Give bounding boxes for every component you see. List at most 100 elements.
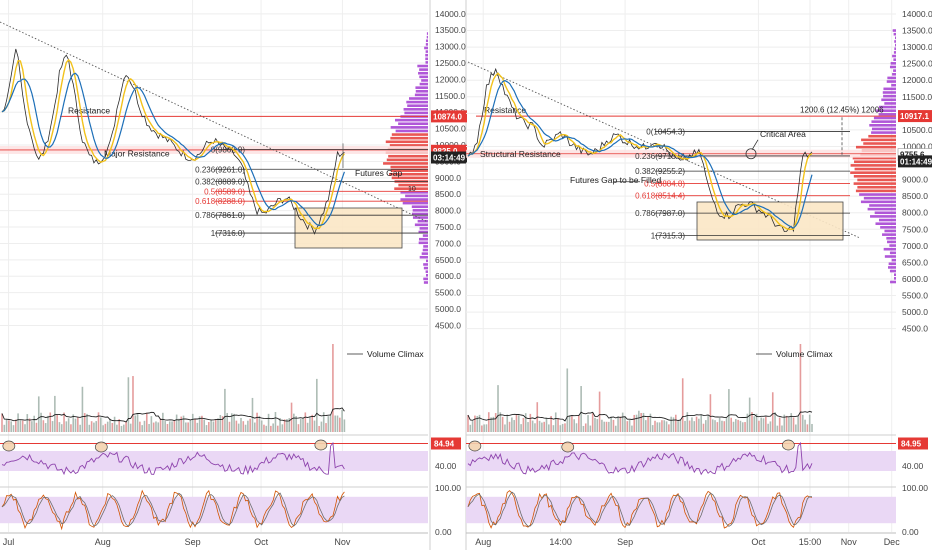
volume-bar — [67, 418, 70, 432]
y-tick-label: 4500.0 — [902, 324, 928, 334]
volume-bar — [561, 423, 564, 432]
volume-bar — [88, 424, 91, 432]
volume-profile-bar — [855, 189, 896, 193]
volume-bar — [90, 421, 93, 432]
y-tick-label: 8500.0 — [435, 189, 461, 199]
volume-bar — [767, 423, 769, 432]
volume-profile-bar — [402, 201, 428, 205]
measure-label: 1200.6 (12.45%) 12006 — [800, 106, 884, 115]
volume-profile-bar — [391, 176, 428, 180]
volume-bar — [12, 425, 15, 432]
volume-bar — [283, 419, 286, 432]
price-badge — [431, 151, 467, 164]
volume-profile-bar — [889, 269, 896, 273]
fib-level-label: 1(7316.0) — [211, 229, 246, 238]
volume-bar — [187, 422, 189, 432]
volume-bar — [173, 420, 176, 432]
x-tick-label: Aug — [95, 537, 111, 547]
volume-bar — [494, 413, 497, 432]
volume-profile-bar — [419, 75, 428, 79]
volume-bar — [619, 416, 622, 432]
volume-bar — [769, 421, 772, 432]
fib-level-label: 0(10454.3) — [646, 127, 685, 136]
volume-profile-bar — [404, 111, 428, 115]
volume-profile-bar — [390, 169, 428, 172]
volume-bar — [28, 418, 31, 432]
volume-bar — [302, 417, 304, 432]
volume-bar — [116, 424, 118, 432]
volume-bar — [651, 425, 654, 432]
volume-profile-bar — [883, 94, 896, 98]
volume-profile-bar — [426, 273, 428, 277]
fib-level-label: 0.382(9255.2) — [635, 167, 685, 176]
volume-profile-bar — [390, 126, 428, 129]
volume-bar — [735, 419, 737, 432]
volume-profile-bar — [867, 207, 896, 211]
y-tick-label: 5500.0 — [902, 291, 928, 301]
price-series-line — [1, 48, 345, 235]
volume-bar — [334, 415, 337, 432]
fib-level-label: 0(9862.9) — [211, 146, 246, 155]
volume-bar — [293, 413, 295, 432]
volume-profile-bar — [419, 82, 428, 86]
y-tick-label: 6000.0 — [902, 274, 928, 284]
volume-bar — [145, 412, 148, 432]
x-tick-label: Aug — [475, 537, 491, 547]
volume-bar — [591, 413, 594, 432]
volume-profile-bar — [869, 123, 896, 127]
volume-bar — [661, 420, 663, 432]
volume-profile-bar — [398, 122, 428, 126]
volume-bar — [647, 416, 649, 432]
volume-bar — [208, 422, 210, 432]
volume-bar — [93, 422, 95, 432]
volume-bar — [601, 419, 603, 432]
volume-profile-bar — [893, 58, 896, 61]
volume-profile-bar — [863, 196, 896, 200]
rsi-highlight-circle — [94, 441, 108, 453]
y-tick-label: 12500.0 — [902, 59, 932, 69]
volume-bar — [95, 421, 98, 432]
volume-bar — [136, 413, 139, 432]
volume-profile-bar — [417, 219, 428, 223]
volume-profile-bar — [419, 68, 428, 71]
volume-bar — [102, 425, 104, 432]
price-badge-label: 9755.6 — [900, 151, 925, 160]
volume-bar — [596, 419, 599, 432]
volume-bar — [545, 417, 548, 432]
volume-profile-bar — [423, 281, 428, 284]
volume-profile-bar — [423, 263, 428, 266]
volume-bar — [311, 414, 314, 432]
volume-bar — [86, 413, 88, 432]
volume-profile-bar — [893, 32, 896, 36]
volume-bar — [806, 424, 809, 432]
rsi-badge — [431, 437, 461, 450]
volume-profile-bar — [423, 245, 428, 248]
stoch-k-line — [1, 489, 345, 531]
y-tick-label: 13000.0 — [435, 42, 466, 52]
volume-bar — [272, 423, 274, 432]
volume-bar — [3, 424, 6, 432]
volume-profile-bar — [854, 160, 896, 164]
volume-bar — [157, 422, 160, 432]
y-tick-label: 7000.0 — [435, 238, 461, 248]
slow-moving-average — [467, 79, 813, 229]
volume-bar — [228, 421, 231, 432]
volume-bar — [499, 412, 502, 432]
volume-profile-bar — [881, 98, 896, 102]
volume-profile-bar — [386, 158, 428, 162]
volume-profile-bar — [394, 187, 428, 190]
volume-profile-bar — [425, 270, 428, 273]
volume-bar — [575, 423, 578, 432]
volume-bar — [541, 422, 543, 432]
volume-bar — [316, 378, 318, 432]
volume-bar — [684, 420, 686, 432]
stoch-tick-label: 0.00 — [902, 527, 919, 537]
volume-bar — [155, 421, 157, 432]
volume-bar — [159, 418, 162, 432]
volume-profile-bar — [385, 140, 428, 144]
volume-bar — [688, 420, 691, 432]
volume-bar — [322, 412, 325, 432]
rsi-line — [467, 441, 813, 476]
y-tick-label: 7500.0 — [902, 224, 928, 234]
y-tick-label: 10000.0 — [902, 141, 932, 151]
